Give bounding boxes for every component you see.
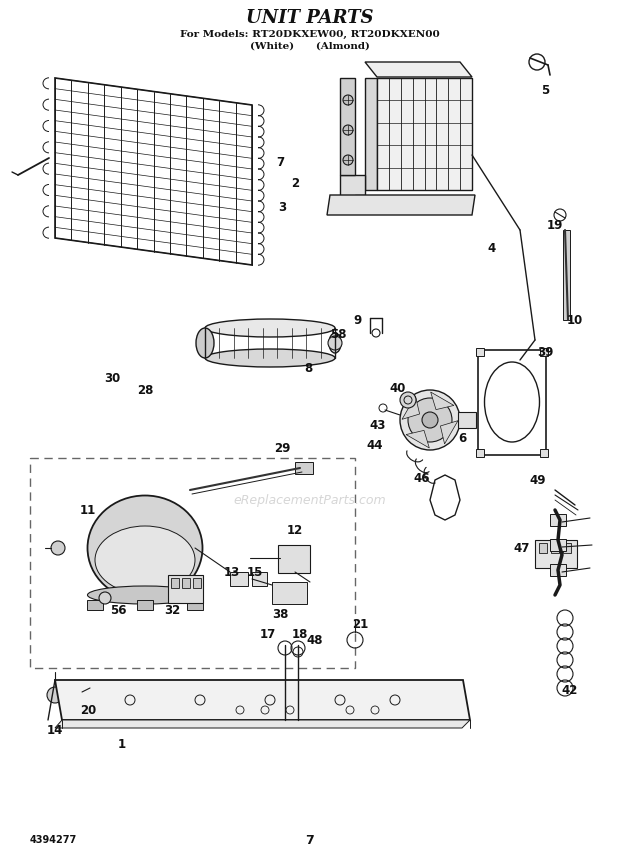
Ellipse shape [196, 328, 214, 358]
Text: 29: 29 [274, 442, 290, 455]
Circle shape [400, 392, 416, 408]
Ellipse shape [205, 349, 335, 367]
Ellipse shape [205, 319, 335, 337]
Ellipse shape [95, 526, 195, 594]
Bar [551, 543, 559, 553]
Circle shape [47, 687, 63, 703]
Text: 13: 13 [224, 566, 240, 579]
Polygon shape [377, 78, 472, 190]
Circle shape [400, 390, 460, 450]
Text: For Models: RT20DKXEW00, RT20DKXEN00: For Models: RT20DKXEW00, RT20DKXEN00 [180, 29, 440, 39]
Bar [535, 540, 577, 568]
Ellipse shape [87, 496, 203, 601]
Text: (White)      (Almond): (White) (Almond) [250, 41, 370, 51]
Bar [458, 412, 476, 428]
Bar [550, 514, 566, 526]
Bar [539, 543, 547, 553]
Text: 7: 7 [276, 156, 284, 169]
Text: eReplacementParts.com: eReplacementParts.com [234, 494, 386, 507]
Polygon shape [327, 195, 475, 215]
Polygon shape [340, 175, 365, 210]
Text: 38: 38 [272, 609, 288, 621]
Text: 1: 1 [118, 739, 126, 752]
Text: 2: 2 [291, 176, 299, 189]
Polygon shape [440, 420, 458, 444]
Bar [30, 458, 355, 668]
Text: 10: 10 [567, 313, 583, 326]
Text: 46: 46 [414, 472, 430, 484]
Bar [540, 449, 548, 457]
Ellipse shape [87, 586, 203, 604]
Bar [187, 600, 203, 610]
Polygon shape [431, 392, 454, 410]
Text: 11: 11 [80, 503, 96, 516]
Text: 5: 5 [541, 84, 549, 97]
Bar [193, 578, 201, 588]
Bar [272, 582, 307, 604]
Bar [87, 600, 103, 610]
Polygon shape [365, 62, 472, 77]
Circle shape [343, 155, 353, 165]
Polygon shape [55, 720, 470, 728]
Bar [563, 543, 571, 553]
Bar [295, 462, 313, 474]
Bar [476, 348, 484, 356]
Text: 21: 21 [352, 619, 368, 632]
Text: 4394277: 4394277 [30, 835, 78, 845]
Text: 49: 49 [529, 473, 546, 486]
Bar [278, 545, 310, 573]
Text: 7: 7 [306, 834, 314, 847]
Text: 19: 19 [547, 218, 563, 231]
Text: 32: 32 [164, 603, 180, 616]
Text: 3: 3 [278, 200, 286, 213]
Text: 14: 14 [47, 723, 63, 736]
Bar [476, 449, 484, 457]
Bar [230, 572, 248, 586]
Text: 20: 20 [80, 704, 96, 716]
Bar [550, 539, 566, 551]
Text: 12: 12 [287, 524, 303, 537]
Bar [550, 564, 566, 576]
Text: 44: 44 [367, 438, 383, 451]
Text: 40: 40 [390, 382, 406, 395]
Bar [478, 350, 546, 455]
Polygon shape [340, 78, 355, 175]
Circle shape [328, 336, 342, 350]
Text: 39: 39 [537, 346, 553, 359]
Bar [168, 575, 203, 603]
Polygon shape [402, 396, 420, 419]
Bar [171, 578, 179, 588]
Text: 47: 47 [514, 542, 530, 555]
Text: 17: 17 [260, 628, 276, 641]
Polygon shape [55, 680, 470, 720]
Circle shape [343, 95, 353, 105]
Text: 8: 8 [304, 361, 312, 375]
Text: UNIT PARTS: UNIT PARTS [246, 9, 374, 27]
Bar [540, 348, 548, 356]
Text: 15: 15 [247, 566, 263, 579]
Text: 42: 42 [562, 683, 578, 697]
Text: 43: 43 [370, 419, 386, 431]
Text: 56: 56 [110, 603, 126, 616]
Text: 9: 9 [354, 313, 362, 326]
Text: 48: 48 [307, 633, 323, 646]
Bar [182, 578, 190, 588]
Circle shape [51, 541, 65, 555]
Polygon shape [365, 78, 377, 190]
Text: 30: 30 [104, 372, 120, 384]
Bar [563, 230, 570, 320]
Circle shape [99, 592, 111, 604]
Circle shape [408, 398, 452, 442]
Text: 58: 58 [330, 329, 346, 342]
Text: 28: 28 [137, 383, 153, 396]
Bar [252, 572, 267, 586]
Bar [137, 600, 153, 610]
Text: 18: 18 [292, 628, 308, 641]
Polygon shape [406, 431, 429, 448]
Circle shape [422, 412, 438, 428]
Text: 4: 4 [488, 241, 496, 254]
Ellipse shape [329, 333, 341, 353]
Text: 6: 6 [458, 431, 466, 444]
Circle shape [343, 125, 353, 135]
